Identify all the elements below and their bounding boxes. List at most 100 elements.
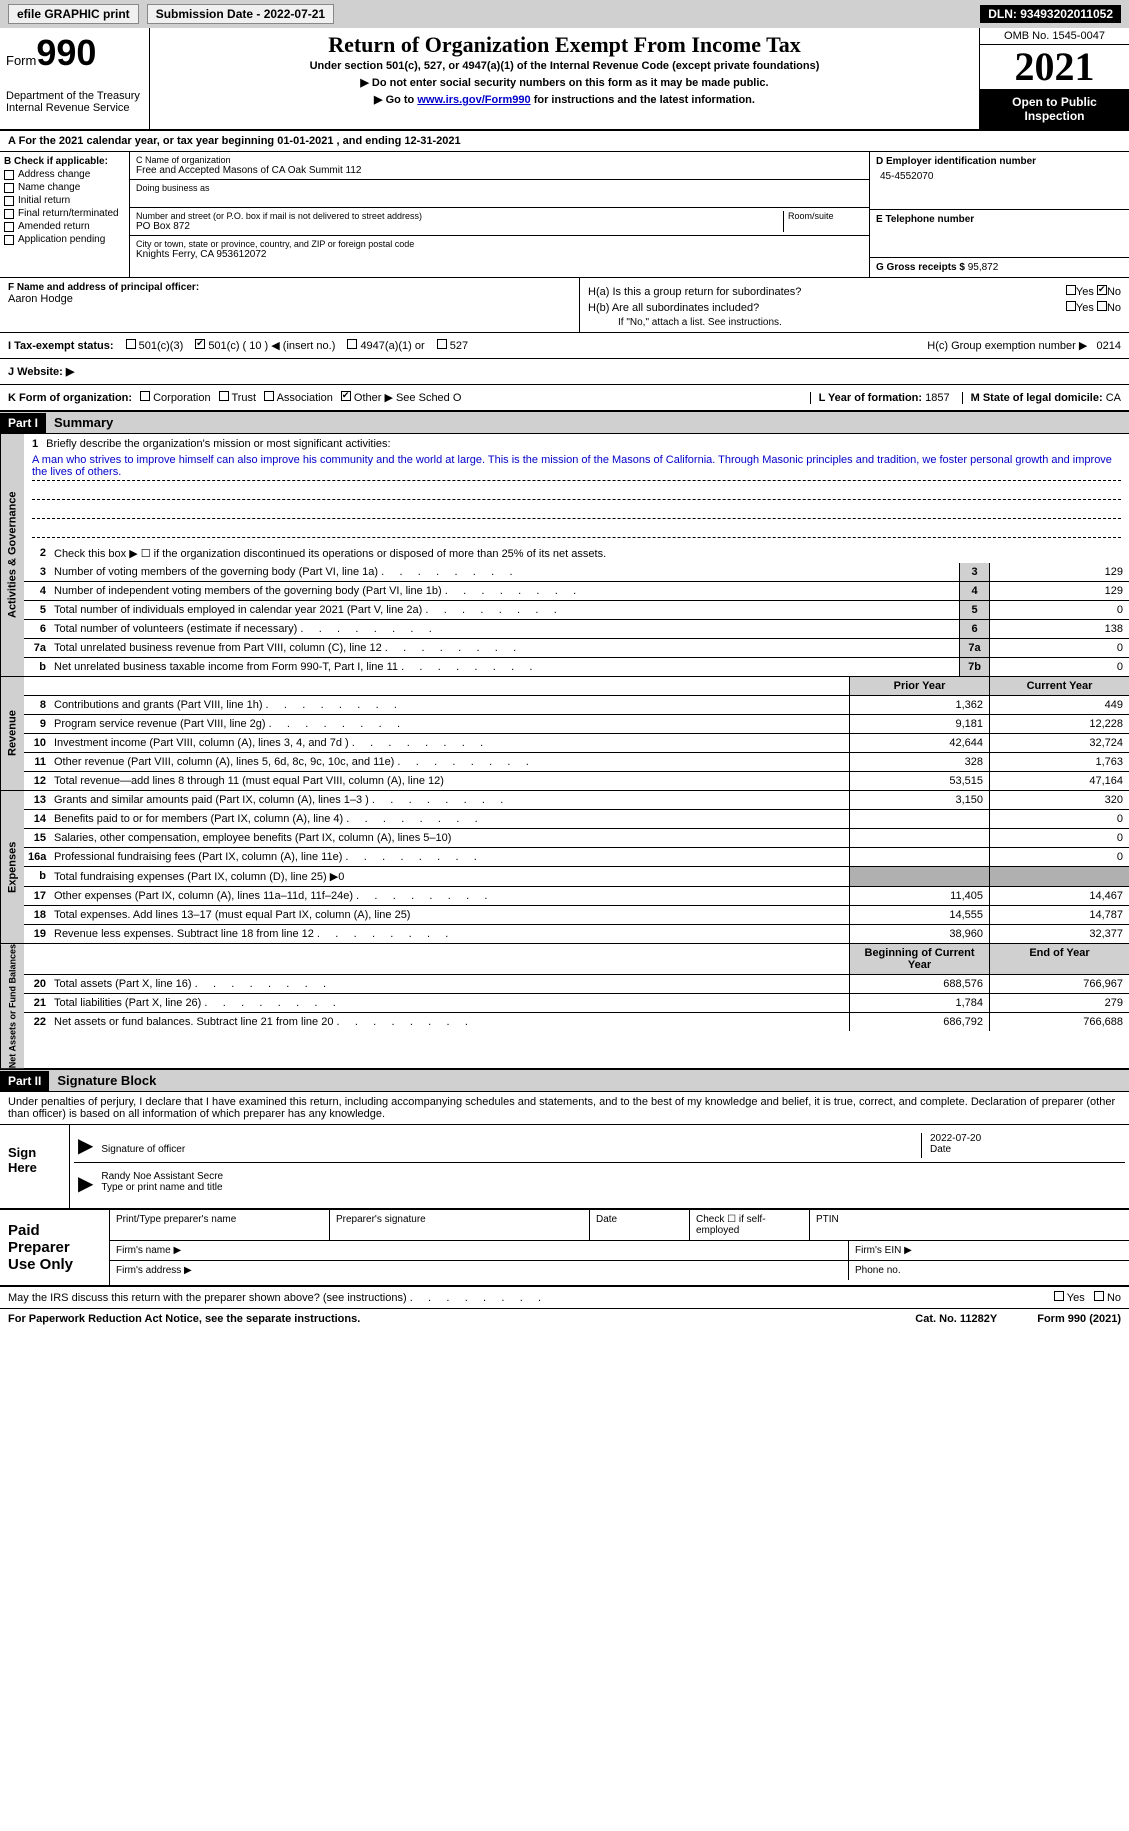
chk-assoc[interactable]: [264, 391, 274, 401]
block-b: B Check if applicable: Address change Na…: [0, 152, 130, 277]
tab-net: Net Assets or Fund Balances: [0, 944, 24, 1068]
opt-trust: Trust: [231, 392, 256, 404]
no1: No: [1107, 286, 1121, 298]
line-a-text: For the 2021 calendar year, or tax year …: [19, 135, 461, 147]
r5b: 5: [959, 601, 989, 619]
mission-text: A man who strives to improve himself can…: [32, 452, 1121, 481]
note2-pre: ▶ Go to: [374, 94, 417, 106]
line-a: A For the 2021 calendar year, or tax yea…: [0, 131, 1129, 152]
r4b: 4: [959, 582, 989, 600]
d-lbl: D Employer identification number: [876, 156, 1123, 167]
r16at: Professional fundraising fees (Part IX, …: [50, 848, 849, 866]
r4v: 129: [989, 582, 1129, 600]
col-begin: Beginning of Current Year: [849, 944, 989, 974]
firm-phone: Phone no.: [849, 1261, 1129, 1280]
col-current: Current Year: [989, 677, 1129, 695]
r7at: Total unrelated business revenue from Pa…: [50, 639, 959, 657]
prep-print: Print/Type preparer's name: [110, 1210, 330, 1240]
gross-receipts: 95,872: [968, 262, 999, 273]
chk-4947[interactable]: [347, 339, 357, 349]
note-link: ▶ Go to www.irs.gov/Form990 for instruct…: [154, 93, 975, 106]
r16ap: [849, 848, 989, 866]
r14c: 0: [989, 810, 1129, 828]
chk-corp[interactable]: [140, 391, 150, 401]
r11c: 1,763: [989, 753, 1129, 771]
chk-other[interactable]: [341, 391, 351, 401]
hb-no[interactable]: [1097, 301, 1107, 311]
may-no[interactable]: [1094, 1291, 1104, 1301]
prep-check: Check ☐ if self-employed: [690, 1210, 810, 1240]
r7av: 0: [989, 639, 1129, 657]
sig-intro: Under penalties of perjury, I declare th…: [0, 1092, 1129, 1125]
opt-assoc: Association: [277, 392, 333, 404]
r9p: 9,181: [849, 715, 989, 733]
r22t: Net assets or fund balances. Subtract li…: [50, 1013, 849, 1031]
firm-name: Firm's name ▶: [110, 1241, 849, 1260]
r12p: 53,515: [849, 772, 989, 790]
chk-pending[interactable]: [4, 235, 14, 245]
l-val: 1857: [925, 392, 949, 404]
r9t: Program service revenue (Part VIII, line…: [50, 715, 849, 733]
r16ac: 0: [989, 848, 1129, 866]
r7bv: 0: [989, 658, 1129, 676]
r19c: 32,377: [989, 925, 1129, 943]
firm-addr: Firm's address ▶: [110, 1261, 849, 1280]
r12c: 47,164: [989, 772, 1129, 790]
r5v: 0: [989, 601, 1129, 619]
r8c: 449: [989, 696, 1129, 714]
r2t: Check this box ▶ ☐ if the organization d…: [50, 544, 1129, 563]
r8n: 8: [24, 696, 50, 714]
chk-name[interactable]: [4, 183, 14, 193]
city: Knights Ferry, CA 953612072: [136, 249, 863, 260]
r17n: 17: [24, 887, 50, 905]
r10n: 10: [24, 734, 50, 752]
opt-name: Name change: [18, 182, 80, 193]
yes2: Yes: [1076, 302, 1094, 314]
chk-amended[interactable]: [4, 222, 14, 232]
arrow-icon-2: ▶: [78, 1171, 93, 1196]
chk-501c[interactable]: [195, 339, 205, 349]
chk-addr[interactable]: [4, 170, 14, 180]
may-yes[interactable]: [1054, 1291, 1064, 1301]
chk-trust[interactable]: [219, 391, 229, 401]
ha-yes[interactable]: [1066, 285, 1076, 295]
r16bn: b: [24, 867, 50, 886]
chk-501c3[interactable]: [126, 339, 136, 349]
footer-no: No: [1107, 1292, 1121, 1304]
block-c: C Name of organization Free and Accepted…: [130, 152, 869, 277]
hb-yes[interactable]: [1066, 301, 1076, 311]
m1-lbl: Briefly describe the organization's miss…: [46, 438, 390, 450]
ha-no[interactable]: [1097, 285, 1107, 295]
col-end: End of Year: [989, 944, 1129, 974]
opt-amended: Amended return: [18, 221, 90, 232]
ha-lbl: H(a) Is this a group return for subordin…: [588, 286, 801, 298]
chk-initial[interactable]: [4, 196, 14, 206]
r15p: [849, 829, 989, 847]
r18p: 14,555: [849, 906, 989, 924]
r6v: 138: [989, 620, 1129, 638]
chk-527[interactable]: [437, 339, 447, 349]
prep-title: Paid Preparer Use Only: [0, 1210, 110, 1285]
r21c: 279: [989, 994, 1129, 1012]
r19n: 19: [24, 925, 50, 943]
hb-lbl: H(b) Are all subordinates included?: [588, 302, 759, 314]
officer-print: Randy Noe Assistant Secre: [101, 1171, 1121, 1182]
r14t: Benefits paid to or for members (Part IX…: [50, 810, 849, 828]
opt-addr: Address change: [18, 169, 90, 180]
form-subtitle: Under section 501(c), 527, or 4947(a)(1)…: [154, 60, 975, 72]
irs-link[interactable]: www.irs.gov/Form990: [417, 94, 530, 106]
e-lbl: E Telephone number: [876, 214, 1123, 225]
sig-date-lbl: Date: [930, 1144, 1121, 1155]
r5n: 5: [24, 601, 50, 619]
submission-btn[interactable]: Submission Date - 2022-07-21: [147, 4, 334, 24]
irs: Internal Revenue Service: [6, 102, 143, 114]
no2: No: [1107, 302, 1121, 314]
r3v: 129: [989, 563, 1129, 581]
footer-yes: Yes: [1067, 1292, 1085, 1304]
efile-btn[interactable]: efile GRAPHIC print: [8, 4, 139, 24]
part2-num: Part II: [0, 1071, 49, 1091]
r22n: 22: [24, 1013, 50, 1031]
dba-lbl: Doing business as: [136, 183, 863, 193]
chk-final[interactable]: [4, 209, 14, 219]
note2-post: for instructions and the latest informat…: [531, 94, 755, 106]
